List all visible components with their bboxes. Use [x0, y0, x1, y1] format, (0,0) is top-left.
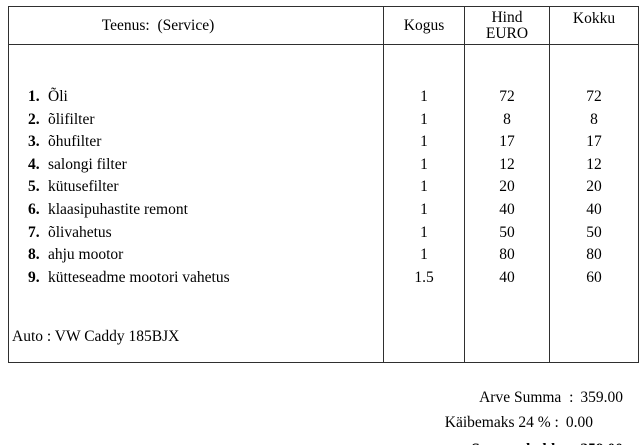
price-value: 20: [499, 178, 515, 196]
total-value: 12: [586, 155, 602, 173]
vehicle-info: Auto : VW Caddy 185BJX: [12, 328, 180, 345]
total-value: 40: [586, 200, 602, 218]
price-column: 72 8 17 12 20 40 50 80 40: [465, 45, 550, 362]
table-row: 8. ahju mootor: [28, 244, 383, 267]
price-value: 40: [499, 200, 515, 218]
service-name: Õli: [48, 88, 68, 105]
total-value: 80: [586, 246, 602, 264]
col-header-service: Teenus: (Service): [9, 7, 384, 45]
qty-column: 1 1 1 1 1 1 1 1 1.5: [384, 45, 465, 362]
total-value: 20: [586, 178, 602, 196]
invoice-table: Teenus: (Service) Kogus Hind EURO Kokku …: [8, 6, 639, 363]
price-value: 72: [499, 88, 515, 105]
service-column: 1. Õli 2. õlifilter 3. õhufilter 4. salongi …: [9, 45, 384, 362]
table-row: 9. kütteseadme mootori vahetus: [28, 267, 383, 290]
row-number: 5.: [28, 178, 40, 196]
col-header-qty-label: Kogus: [403, 16, 445, 34]
table-row: 1. Õli: [28, 86, 383, 109]
qty-value: 1.5: [414, 268, 434, 286]
service-name: ahju mootor: [48, 246, 124, 264]
table-row: 5. kütusefilter: [28, 176, 383, 199]
grand-total-value: 359.00: [580, 441, 623, 445]
service-name: klaasipuhastite remont: [48, 200, 188, 218]
service-name: salongi filter: [48, 155, 127, 173]
row-number: 4.: [28, 155, 40, 173]
service-name: õlivahetus: [48, 223, 112, 241]
col-header-qty: Kogus: [384, 7, 465, 45]
row-number: 9.: [28, 268, 40, 286]
table-row: 2. õlifilter: [28, 109, 383, 132]
total-value: 50: [586, 223, 602, 241]
service-name: õlifilter: [48, 110, 95, 128]
total-line-invoice-sum: Arve Summa : 359.00: [457, 371, 623, 425]
row-number: 3.: [28, 133, 40, 151]
price-value: 12: [499, 155, 515, 173]
price-value: 8: [503, 110, 511, 128]
table-row: 4. salongi filter: [28, 154, 383, 177]
total-value: 17: [586, 133, 602, 151]
table-row: 3. õhufilter: [28, 131, 383, 154]
total-value: 60: [586, 268, 602, 286]
col-header-total-label: Kokku: [572, 10, 616, 27]
qty-value: 1: [420, 200, 428, 218]
vat-value: 0.00: [565, 414, 593, 431]
service-name: kütusefilter: [48, 178, 119, 196]
col-header-service-label: Teenus: (Service): [101, 16, 215, 34]
row-number: 1.: [28, 88, 40, 105]
row-number: 8.: [28, 246, 40, 264]
qty-value: 1: [420, 88, 428, 105]
qty-value: 1: [420, 223, 428, 241]
total-line-vat: Käibemaks 24 % : 0.00: [422, 396, 593, 445]
invoice-sum-label: Arve Summa :: [479, 389, 574, 406]
total-value: 72: [586, 88, 602, 105]
total-column: 72 8 17 12 20 40 50 80 60: [550, 45, 638, 362]
invoice-sum-value: 359.00: [580, 389, 623, 406]
price-value: 80: [499, 246, 515, 264]
service-name: kütteseadme mootori vahetus: [48, 268, 230, 286]
col-header-price: Hind EURO: [465, 7, 550, 45]
grand-total-label: Summa kokku:: [471, 441, 573, 445]
qty-value: 1: [420, 246, 428, 264]
row-number: 6.: [28, 200, 40, 218]
vat-label: Käibemaks 24 % :: [444, 414, 559, 431]
qty-value: 1: [420, 155, 428, 173]
service-name: õhufilter: [48, 133, 102, 151]
table-row: 7. õlivahetus: [28, 222, 383, 245]
table-row: 6. klaasipuhastite remont: [28, 199, 383, 222]
row-number: 2.: [28, 110, 40, 128]
price-value: 50: [499, 223, 515, 241]
price-value: 17: [499, 133, 515, 151]
row-number: 7.: [28, 223, 40, 241]
qty-value: 1: [420, 178, 428, 196]
total-value: 8: [590, 110, 598, 128]
col-header-price-label: Hind EURO: [485, 9, 529, 42]
qty-value: 1: [420, 110, 428, 128]
col-header-total: Kokku: [550, 7, 638, 45]
total-line-grand-total: Summa kokku: 359.00: [448, 423, 623, 445]
price-value: 40: [499, 268, 515, 286]
qty-value: 1: [420, 133, 428, 151]
